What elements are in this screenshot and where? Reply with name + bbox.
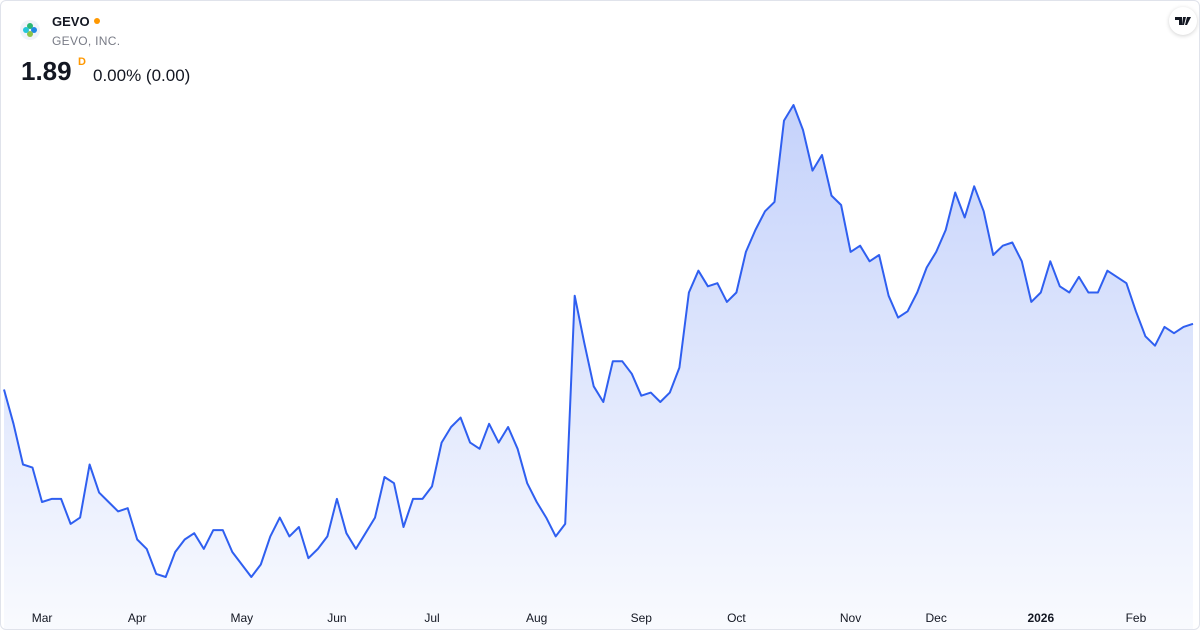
x-tick-label: Jul: [424, 611, 439, 625]
interval: D: [78, 56, 86, 68]
logo: [20, 20, 40, 40]
x-tick-label: May: [230, 611, 253, 625]
symbol: GEVO: [52, 14, 100, 29]
x-tick-label: Mar: [32, 611, 53, 625]
x-tick-label: Apr: [128, 611, 147, 625]
company-name: GEVO, INC.: [52, 34, 121, 48]
status-dot: [93, 18, 100, 24]
price: 1.89: [21, 56, 72, 86]
x-tick-label: Dec: [926, 611, 947, 625]
symbol-text: GEVO: [52, 14, 90, 29]
x-tick-label: Jun: [327, 611, 346, 625]
x-tick-label: Oct: [727, 611, 746, 625]
x-tick-label: Feb: [1126, 611, 1147, 625]
x-tick-label: Nov: [840, 611, 861, 625]
tv-logo-icon: [1175, 17, 1191, 25]
price-line: [3, 104, 1194, 578]
x-tick-label: 2026: [1027, 611, 1054, 625]
x-tick-label: Sep: [631, 611, 653, 625]
area-fill: [4, 105, 1193, 629]
change: 0.00% (0.00): [93, 66, 191, 85]
x-tick-label: Aug: [526, 611, 547, 625]
tv-logo[interactable]: [1169, 7, 1197, 35]
